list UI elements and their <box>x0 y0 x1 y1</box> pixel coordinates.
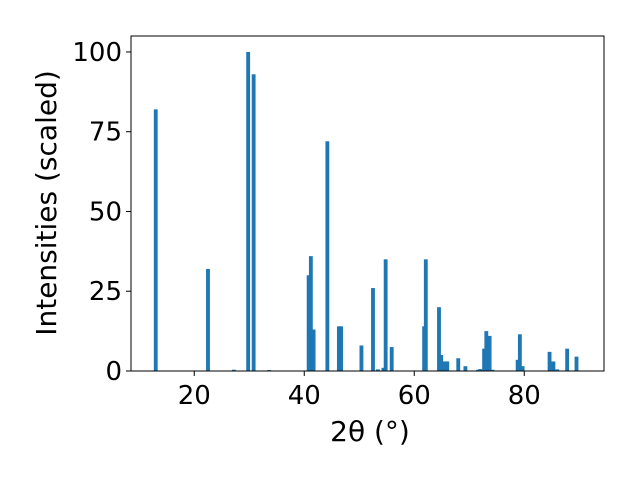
bar <box>153 109 158 371</box>
y-axis-label: Intensities (scaled) <box>30 70 63 336</box>
bar <box>555 369 560 371</box>
bar <box>478 369 483 371</box>
plot-frame <box>130 35 605 372</box>
bar <box>376 369 380 371</box>
bar <box>484 331 489 371</box>
bar <box>389 347 394 371</box>
bar <box>445 361 450 371</box>
bar <box>437 307 441 371</box>
bar <box>476 369 480 371</box>
bar <box>456 358 461 371</box>
bar <box>490 369 495 371</box>
bar <box>339 326 344 371</box>
bar <box>251 74 256 371</box>
bar <box>574 356 579 371</box>
y-tick-label: 75 <box>89 118 122 148</box>
bar <box>371 288 375 371</box>
bar <box>463 366 468 371</box>
bar <box>520 366 525 371</box>
y-tick-label: 25 <box>89 277 122 307</box>
x-axis-ticks: 20 40 60 80 <box>178 371 541 411</box>
bar <box>482 348 487 371</box>
bar <box>311 329 316 371</box>
bar <box>515 359 520 371</box>
bar <box>423 259 428 371</box>
bar <box>206 268 210 371</box>
y-tick-label: 50 <box>89 197 122 227</box>
bar <box>442 361 447 371</box>
bar <box>547 351 552 371</box>
x-tick-label: 20 <box>178 381 211 411</box>
bar <box>381 367 386 371</box>
axes-frame <box>130 35 605 372</box>
bar <box>336 326 341 371</box>
x-axis-label: 2θ (°) <box>330 415 410 448</box>
bar <box>246 51 251 371</box>
bar <box>487 335 492 371</box>
bar <box>565 348 570 371</box>
x-tick-label: 60 <box>398 381 431 411</box>
bar <box>306 275 311 371</box>
x-tick-label: 40 <box>288 381 321 411</box>
bar <box>517 334 522 371</box>
bar <box>231 369 236 371</box>
bars-group <box>153 51 579 371</box>
bar <box>383 259 388 371</box>
y-axis-ticks: 0 25 50 75 100 <box>72 38 131 387</box>
bar <box>551 361 556 371</box>
bar <box>439 355 444 371</box>
bar <box>359 345 364 371</box>
bar <box>325 141 330 371</box>
bar <box>308 256 313 371</box>
y-tick-label: 0 <box>105 357 122 387</box>
x-tick-label: 80 <box>508 381 541 411</box>
y-tick-label: 100 <box>72 38 122 68</box>
